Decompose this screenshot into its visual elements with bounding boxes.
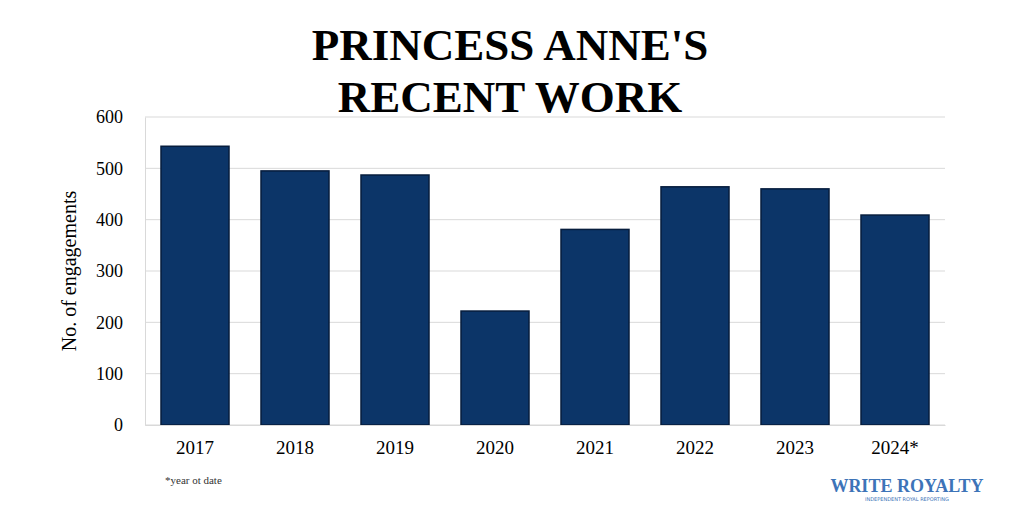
grid: [145, 117, 945, 425]
y-tick: 500: [96, 159, 145, 179]
bar: [561, 229, 629, 425]
bar: [461, 311, 529, 425]
bar: [661, 187, 729, 425]
title: PRINCESS ANNE'SRECENT WORK: [312, 20, 708, 122]
logo-tagline: INDEPENDENT ROYAL REPORTING: [865, 496, 949, 502]
x-tick: 2020: [476, 425, 514, 458]
bars: [161, 146, 929, 425]
y-tick-label: 200: [96, 313, 123, 333]
x-tick-label: 2021: [576, 437, 614, 458]
footnote: *year ot date: [165, 474, 222, 486]
x-tick-label: 2017: [176, 437, 214, 458]
y-tick: 0: [114, 415, 145, 435]
y-tick: 200: [96, 313, 145, 333]
grid-line: [145, 168, 945, 169]
x-tick-label: 2022: [676, 437, 714, 458]
y-tick-label: 0: [114, 415, 123, 435]
bar: [261, 171, 329, 425]
y-tick: 100: [96, 364, 145, 384]
x-axis: 2017 2018 2019 2020 2021 2022 2023 2024*: [146, 425, 946, 458]
y-tick-label: 400: [96, 210, 123, 230]
x-axis-line: [146, 425, 946, 426]
bar: [861, 215, 929, 425]
y-tick: 400: [96, 210, 145, 230]
y-tick: 600: [96, 107, 145, 127]
y-axis-title: No. of engagements: [58, 191, 81, 352]
y-tick-label: 100: [96, 364, 123, 384]
y-tick-label: 500: [96, 159, 123, 179]
y-tick-label: 300: [96, 261, 123, 281]
chart: 0100200300400500600201720182019202020212…: [0, 0, 1024, 512]
y-axis-line: [145, 118, 146, 426]
bar: [761, 189, 829, 425]
x-tick: 2021: [576, 425, 614, 458]
logo: WRITE ROYALTY: [830, 476, 983, 496]
x-tick: 2017: [176, 425, 214, 458]
x-tick-label: 2018: [276, 437, 314, 458]
y-tick: 300: [96, 261, 145, 281]
x-tick: 2019: [376, 425, 414, 458]
bar: [361, 175, 429, 425]
x-tick: 2023: [776, 425, 814, 458]
x-tick-label: 2019: [376, 437, 414, 458]
x-tick-label: 2024*: [871, 437, 919, 458]
y-tick-label: 600: [96, 107, 123, 127]
x-tick: 2022: [676, 425, 714, 458]
bar: [161, 146, 229, 425]
x-tick-label: 2023: [776, 437, 814, 458]
y-axis: 0 100 200 300 400 500 600: [96, 107, 146, 435]
x-tick: 2018: [276, 425, 314, 458]
x-tick-label: 2020: [476, 437, 514, 458]
x-tick: 2024*: [871, 425, 919, 458]
